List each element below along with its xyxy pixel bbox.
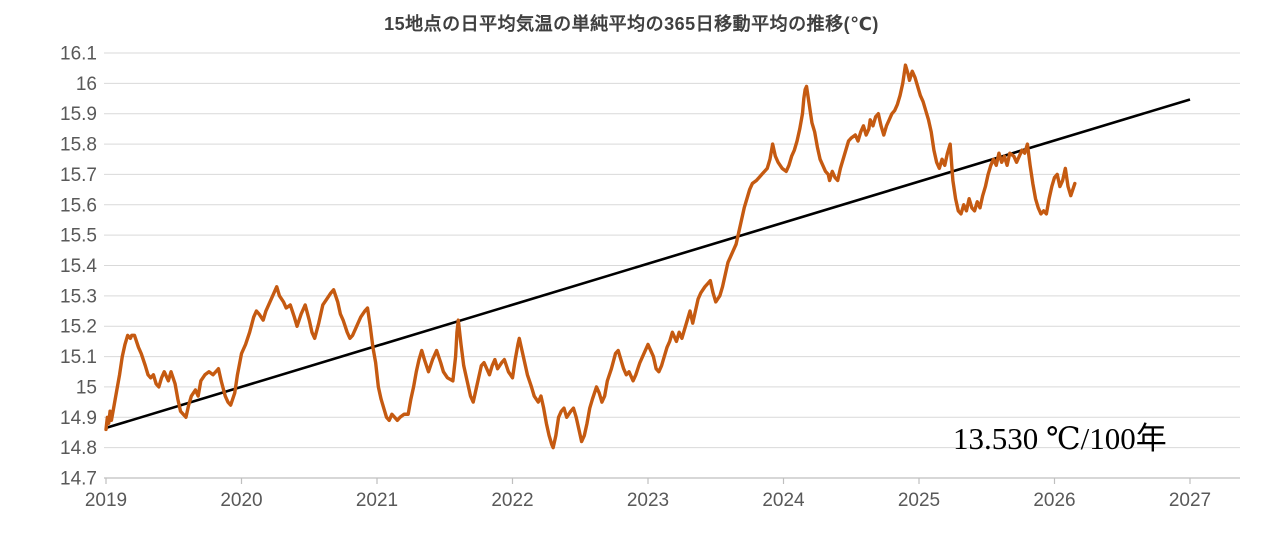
x-tick-label: 2024 [762,490,805,511]
y-tick-label: 15.9 [60,104,97,125]
x-tick-label: 2025 [898,490,940,511]
y-tick-label: 15 [76,377,97,398]
y-tick-label: 15.8 [60,135,97,156]
x-tick-label: 2027 [1169,490,1211,511]
y-tick-label: 16 [76,74,97,95]
trend-slope-annotation: 13.530 ℃/100年 [953,421,1167,456]
y-tick-label: 15.7 [60,165,97,186]
x-tick-label: 2022 [491,490,533,511]
chart-title: 15地点の日平均気温の単純平均の365日移動平均の推移(℃) [384,14,879,34]
y-tick-label: 15.3 [60,286,97,307]
y-tick-label: 15.5 [60,226,97,247]
y-tick-label: 14.7 [60,469,97,490]
y-tick-label: 15.2 [60,317,97,338]
temperature-line [104,63,1077,450]
y-tick-label: 14.9 [60,408,97,429]
x-tick-label: 2023 [627,490,669,511]
y-tick-label: 15.6 [60,195,97,216]
y-tick-label: 15.4 [60,256,97,277]
y-tick-label: 14.8 [60,438,97,459]
x-tick-label: 2020 [220,490,262,511]
y-tick-label: 15.1 [60,347,97,368]
x-tick-label: 2019 [85,490,127,511]
y-tick-label: 16.1 [60,44,97,65]
x-tick-label: 2026 [1033,490,1075,511]
x-tick-label: 2021 [356,490,398,511]
